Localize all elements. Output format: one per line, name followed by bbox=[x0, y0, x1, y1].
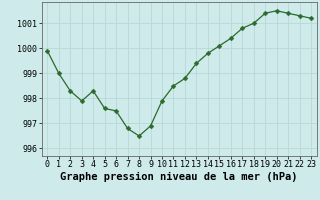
X-axis label: Graphe pression niveau de la mer (hPa): Graphe pression niveau de la mer (hPa) bbox=[60, 172, 298, 182]
